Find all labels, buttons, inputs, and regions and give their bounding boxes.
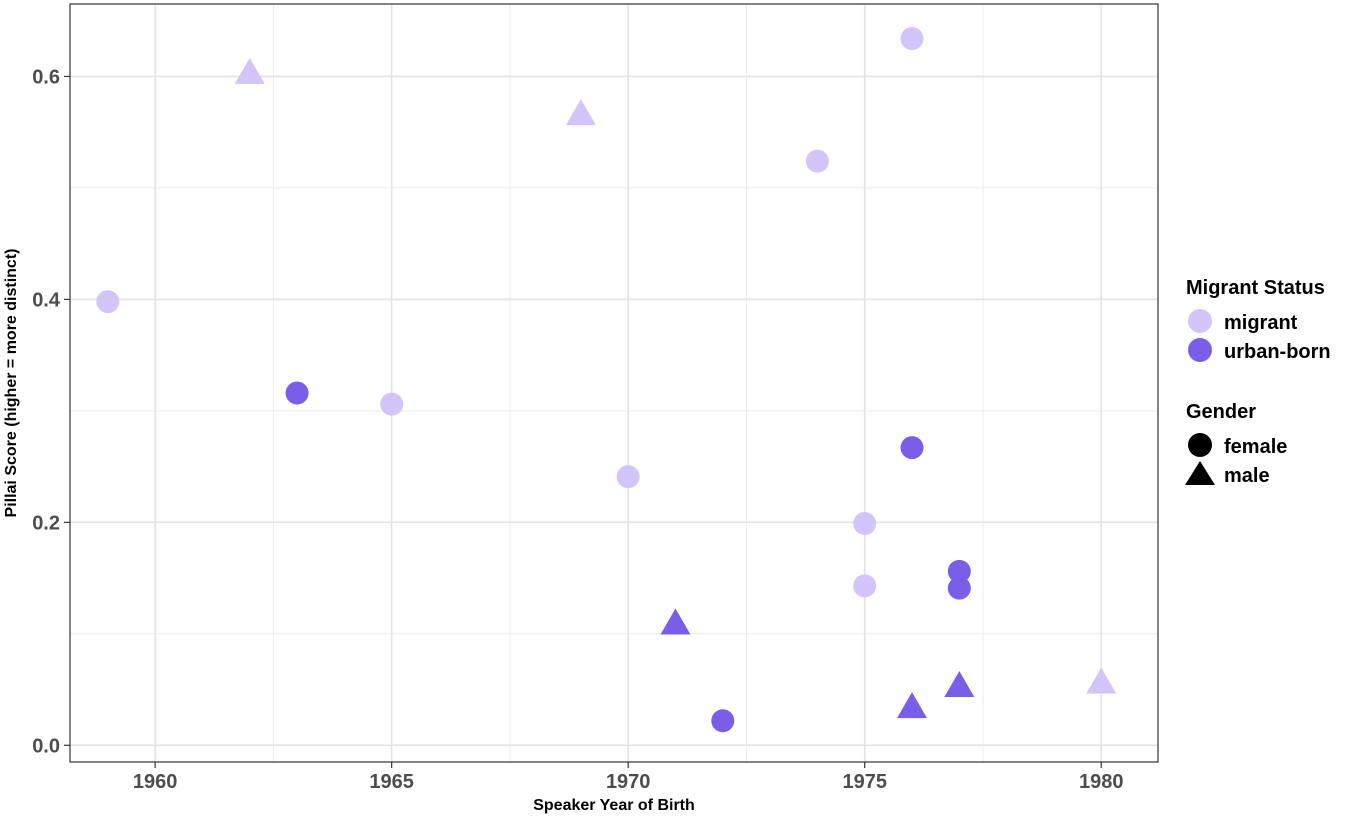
plot-panel-border xyxy=(69,3,1159,763)
legend-title-migrant-status: Migrant Status xyxy=(1186,277,1325,299)
legend-label-migrant: migrant xyxy=(1224,312,1298,334)
data-point-male-migrant xyxy=(1086,667,1117,694)
legend-label-female: female xyxy=(1224,436,1287,458)
data-point-female-migrant xyxy=(805,149,829,173)
y-tick-label: 0.4 xyxy=(32,289,61,311)
data-point-female-migrant xyxy=(853,511,877,535)
data-point-female-urban-born xyxy=(711,709,735,733)
data-point-male-migrant xyxy=(234,57,265,84)
y-tick-label: 0.6 xyxy=(32,66,60,88)
data-point-female-urban-born xyxy=(285,381,309,405)
legend-title-gender: Gender xyxy=(1186,401,1256,423)
legend-key-female xyxy=(1188,433,1212,457)
legend-key-urban-born xyxy=(1188,338,1212,362)
data-point-female-urban-born xyxy=(947,559,971,583)
data-point-male-urban-born xyxy=(944,670,975,697)
data-point-male-migrant xyxy=(565,99,596,126)
data-point-female-migrant xyxy=(380,392,404,416)
x-tick-label: 1960 xyxy=(133,771,178,793)
data-point-female-urban-born xyxy=(947,576,971,600)
data-point-male-urban-born xyxy=(660,608,691,635)
legend-key-migrant xyxy=(1188,309,1212,333)
y-axis-title: Pillai Score (higher = more distinct) xyxy=(3,249,20,518)
data-point-female-migrant xyxy=(853,574,877,598)
legend: Migrant Status migrant urban-born Gender… xyxy=(1185,277,1331,487)
data-point-female-urban-born xyxy=(900,436,924,460)
y-tick-label: 0.0 xyxy=(32,735,60,757)
x-tick-label: 1980 xyxy=(1079,771,1124,793)
x-tick-label: 1970 xyxy=(606,771,651,793)
legend-label-urban-born: urban-born xyxy=(1224,341,1331,363)
legend-key-male xyxy=(1185,461,1215,485)
data-point-female-migrant xyxy=(900,27,924,51)
data-points xyxy=(96,27,1117,733)
grid-lines xyxy=(70,4,1158,762)
legend-label-male: male xyxy=(1224,465,1270,487)
y-tick-label: 0.2 xyxy=(32,512,60,534)
x-tick-label: 1965 xyxy=(369,771,414,793)
axis-ticks: 1960 1965 1970 1975 1980 0.0 0.2 0.4 0.6 xyxy=(32,66,1123,793)
x-axis-title: Speaker Year of Birth xyxy=(533,797,695,814)
data-point-female-migrant xyxy=(616,465,640,489)
data-point-female-migrant xyxy=(96,290,120,314)
data-point-male-urban-born xyxy=(897,692,928,719)
x-tick-label: 1975 xyxy=(842,771,887,793)
